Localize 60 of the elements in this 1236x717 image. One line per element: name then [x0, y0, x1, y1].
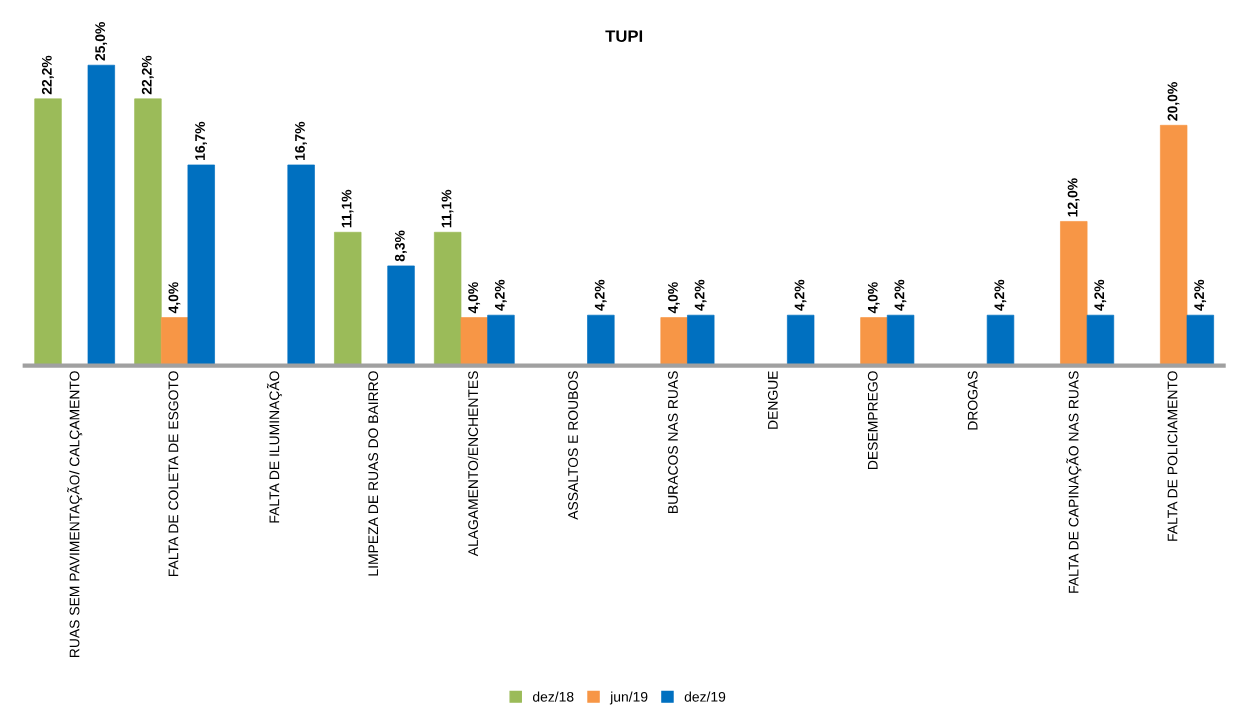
bar — [1060, 221, 1088, 366]
data-label: 12,0% — [1067, 178, 1080, 217]
bar — [87, 64, 115, 366]
x-tick-label: FALTA DE CAPINAÇÃO NAS RUAS — [1066, 371, 1082, 593]
bar — [986, 314, 1015, 366]
data-label: 4,2% — [494, 279, 507, 311]
data-label: 4,2% — [1094, 279, 1107, 311]
bar — [1186, 314, 1214, 366]
bar — [387, 265, 415, 366]
chart-title: TUPI — [605, 30, 643, 43]
legend-label: dez/18 — [532, 691, 574, 702]
x-tick-label: BURACOS NAS RUAS — [668, 371, 678, 513]
data-label: 4,0% — [668, 282, 680, 314]
bar — [160, 317, 189, 366]
bar — [187, 164, 215, 366]
x-tick-label: FALTA DE POLICIAMENTO — [1167, 371, 1178, 541]
data-label: 4,2% — [994, 279, 1007, 311]
x-tick-label: FALTA DE COLETA DE ESGOTO — [168, 371, 179, 577]
bar — [34, 98, 62, 366]
bar — [134, 98, 162, 366]
x-tick-label: FALTA DE ILUMINAÇÃO — [266, 371, 283, 523]
data-label: 20,0% — [1167, 82, 1180, 121]
legend-label: jun/19 — [609, 691, 648, 705]
data-label: 4,0% — [468, 282, 481, 314]
bar — [787, 314, 815, 366]
data-label: 11,1% — [341, 189, 354, 228]
bar — [434, 231, 462, 366]
data-label: 16,7% — [195, 121, 207, 160]
x-tick-label: LIMPEZA DE RUAS DO BAIRRO — [368, 371, 379, 576]
bar — [860, 317, 888, 366]
data-label: 16,7% — [295, 121, 307, 160]
data-label: 22,2% — [41, 55, 54, 95]
x-tick-label: DENGUE — [767, 371, 778, 429]
data-label: 8,3% — [394, 230, 407, 262]
bar — [1160, 124, 1188, 366]
x-tick-label: DESEMPREGO — [867, 371, 878, 469]
bar — [687, 314, 715, 366]
bar — [460, 317, 488, 366]
data-label: 4,2% — [694, 279, 707, 311]
x-tick-label: RUAS SEM PAVIMENTAÇÃO/ CALÇAMENTO — [67, 371, 83, 658]
data-label: 4,2% — [894, 279, 907, 311]
data-label: 4,0% — [867, 282, 880, 314]
bar — [334, 231, 362, 366]
data-label: 25,0% — [95, 22, 108, 61]
bar — [287, 164, 315, 366]
data-label: 22,2% — [141, 55, 154, 95]
legend-label: dez/19 — [684, 691, 726, 702]
bar — [487, 314, 515, 366]
data-label: 4,2% — [1194, 279, 1207, 311]
x-tick-label: ALAGAMENTO/ENCHENTES — [467, 371, 479, 557]
bar — [660, 317, 688, 366]
bar — [886, 314, 915, 366]
x-tick-label: ASSALTOS E ROUBOS — [568, 371, 578, 520]
data-label: 4,2% — [594, 279, 607, 311]
data-label: 11,1% — [441, 189, 454, 228]
bar — [587, 314, 615, 366]
x-tick-label: DROGAS — [967, 371, 978, 430]
data-label: 4,2% — [794, 279, 807, 311]
data-label: 4,0% — [168, 282, 181, 314]
bar — [1086, 314, 1115, 366]
